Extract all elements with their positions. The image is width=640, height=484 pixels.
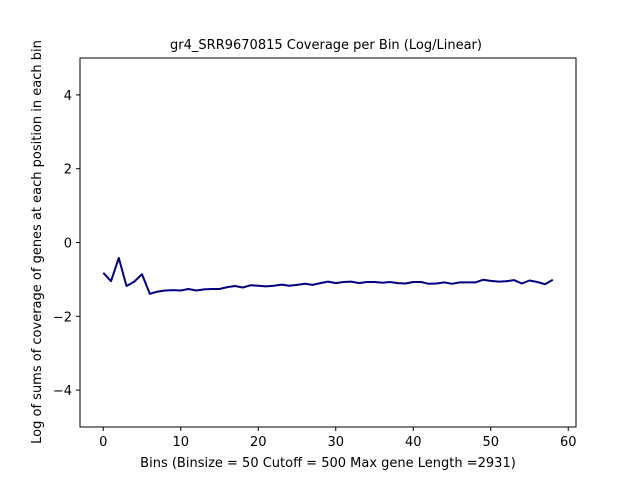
y-tick-label: −2 — [53, 310, 72, 325]
y-tick-label: 2 — [64, 163, 72, 178]
y-axis: −4 −2 0 2 4 — [53, 89, 80, 399]
plot-frame — [79, 57, 577, 428]
x-tick-label: 40 — [405, 435, 422, 450]
x-tick-label: 60 — [560, 435, 577, 450]
y-axis-label: Log of sums of coverage of genes at each… — [30, 40, 45, 444]
x-tick-label: 20 — [250, 435, 267, 450]
x-axis: 0 10 20 30 40 50 60 — [99, 427, 577, 450]
series-line — [102, 257, 554, 295]
y-tick-label: −4 — [53, 384, 72, 399]
plot-area — [102, 257, 554, 295]
x-tick-label: 30 — [327, 435, 344, 450]
x-tick-label: 0 — [99, 435, 107, 450]
y-tick-label: 0 — [64, 237, 72, 252]
x-axis-label: Bins (Binsize = 50 Cutoff = 500 Max gene… — [140, 456, 516, 471]
x-tick-label: 10 — [172, 435, 189, 450]
chart-title: gr4_SRR9670815 Coverage per Bin (Log/Lin… — [170, 38, 482, 53]
x-tick-label: 50 — [482, 435, 499, 450]
y-tick-label: 4 — [64, 89, 72, 104]
